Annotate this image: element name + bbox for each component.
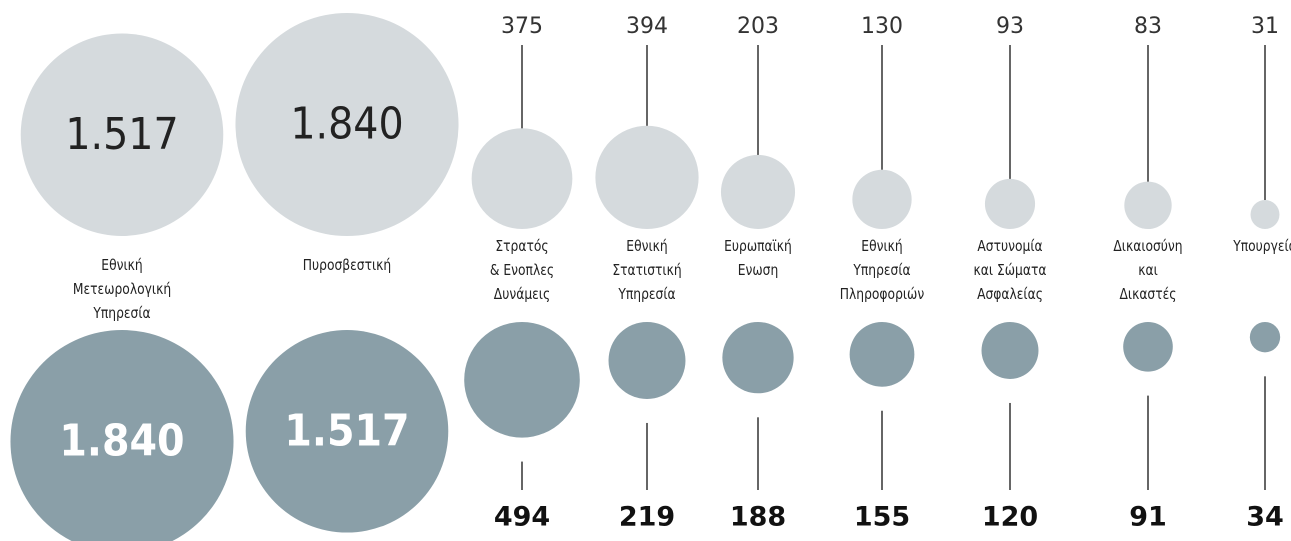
- bubble: [722, 322, 794, 394]
- value-label: 394: [626, 14, 668, 39]
- bubble: [235, 12, 459, 236]
- value-label: 130: [861, 14, 903, 39]
- value-label: 31: [1251, 14, 1279, 39]
- value-label: 188: [730, 502, 786, 533]
- category-label: Δικαιοσύνη και Δικαστές: [1113, 237, 1183, 303]
- bubble: [595, 125, 699, 229]
- value-label: 1.840: [59, 415, 184, 467]
- value-label: 1.517: [65, 108, 178, 160]
- bubble: [1249, 322, 1281, 353]
- value-label: 375: [501, 14, 543, 39]
- bubble: [464, 322, 580, 438]
- bubble: [471, 128, 573, 229]
- category-label: Πυροσβεστική: [302, 256, 392, 274]
- category-label: Ευρωπαϊκή Ενωση: [724, 237, 792, 279]
- value-label: 93: [996, 14, 1024, 39]
- value-label: 120: [982, 502, 1038, 533]
- category-label: Εθνική Στατιστική Υπηρεσία: [612, 237, 682, 303]
- bubble: [10, 330, 234, 541]
- bubble: [984, 178, 1036, 230]
- category-label: Στρατός & Ενοπλες Δυνάμεις: [489, 237, 555, 303]
- value-label: 203: [737, 14, 779, 39]
- value-label: 1.840: [290, 98, 403, 150]
- bubble: [20, 33, 224, 237]
- category-label: Υπουργεία: [1233, 237, 1291, 255]
- category-label: Εθνική Υπηρεσία Πληροφοριών: [839, 237, 925, 303]
- bubble: [1123, 322, 1173, 372]
- bubble: [1250, 200, 1280, 230]
- value-label: 34: [1246, 502, 1284, 533]
- value-label: 83: [1134, 14, 1162, 39]
- bubble: [245, 330, 449, 533]
- bubble: [720, 154, 796, 229]
- bubble: [608, 322, 686, 399]
- bubble: [981, 322, 1039, 379]
- bubble: [1124, 181, 1172, 229]
- category-label: Αστυνομία και Σώματα Ασφαλείας: [973, 237, 1047, 303]
- category-label: Εθνική Μετεωρολογική Υπηρεσία: [72, 256, 172, 322]
- value-label: 91: [1129, 502, 1167, 533]
- bubble: [849, 322, 915, 387]
- value-label: 1.517: [284, 404, 409, 456]
- value-label: 494: [494, 502, 550, 533]
- bubble: [852, 169, 912, 229]
- value-label: 219: [619, 502, 675, 533]
- value-label: 155: [854, 502, 910, 533]
